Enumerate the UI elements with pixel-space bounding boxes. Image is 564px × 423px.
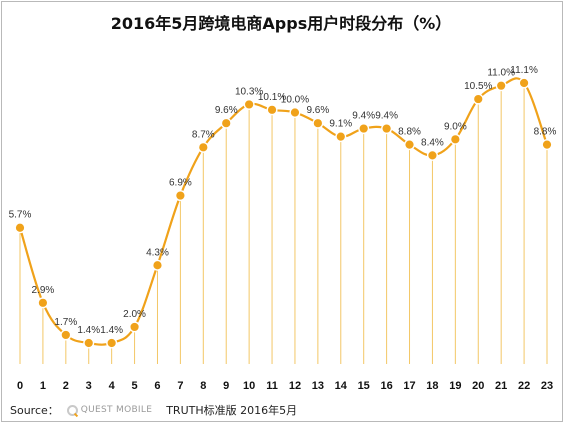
data-point-14 [335, 131, 347, 143]
x-tick-label-18: 18 [426, 380, 438, 392]
data-label-8: 8.7% [192, 129, 215, 140]
data-point-5 [129, 321, 141, 333]
x-tick-label-14: 14 [335, 380, 348, 392]
data-point-8 [197, 141, 209, 153]
x-tick-label-13: 13 [312, 380, 324, 392]
x-tick-label-0: 0 [17, 380, 23, 392]
data-label-19: 9.0% [444, 121, 467, 132]
data-label-12: 10.0% [281, 94, 309, 105]
data-point-20 [472, 93, 484, 105]
x-tick-label-6: 6 [154, 380, 160, 392]
data-label-17: 8.8% [398, 127, 421, 138]
data-label-21: 11.0% [487, 68, 515, 79]
data-point-10 [243, 98, 255, 110]
data-point-9 [220, 117, 232, 129]
source-logo-text: QUEST MOBILE [80, 405, 153, 415]
data-point-23 [541, 139, 553, 151]
data-label-3: 1.4% [77, 325, 100, 336]
x-tick-label-7: 7 [177, 380, 183, 392]
data-label-1: 2.9% [32, 285, 55, 296]
data-label-20: 10.5% [464, 81, 492, 92]
data-point-22 [518, 77, 530, 89]
data-label-5: 2.0% [123, 309, 146, 320]
x-tick-label-21: 21 [495, 380, 507, 392]
data-point-13 [312, 117, 324, 129]
data-label-0: 5.7% [9, 210, 32, 221]
x-tick-label-4: 4 [109, 380, 116, 392]
data-label-11: 10.1% [258, 92, 286, 103]
data-point-15 [358, 123, 370, 135]
quest-mobile-logo-icon [66, 404, 78, 416]
data-point-19 [449, 133, 461, 145]
x-tick-label-5: 5 [132, 380, 138, 392]
data-label-15: 9.4% [352, 111, 375, 122]
x-tick-label-8: 8 [200, 380, 206, 392]
data-point-0 [14, 222, 26, 234]
data-point-7 [174, 190, 186, 202]
data-point-1 [37, 297, 49, 309]
x-tick-label-17: 17 [403, 380, 415, 392]
x-tick-label-3: 3 [86, 380, 92, 392]
x-tick-label-11: 11 [266, 380, 278, 392]
data-point-6 [151, 259, 163, 271]
source-label: Source： [10, 404, 59, 417]
data-label-22: 11.1% [510, 65, 538, 76]
data-label-9: 9.6% [215, 105, 238, 116]
data-label-7: 6.9% [169, 178, 192, 189]
x-tick-label-12: 12 [289, 380, 301, 392]
data-point-2 [60, 329, 72, 341]
x-tick-label-10: 10 [243, 380, 255, 392]
source-note: TRUTH标准版 2016年5月 [166, 404, 298, 417]
data-label-10: 10.3% [235, 86, 263, 97]
data-point-21 [495, 80, 507, 92]
x-tick-label-16: 16 [380, 380, 392, 392]
data-label-4: 1.4% [100, 325, 123, 336]
data-label-2: 1.7% [54, 317, 77, 328]
x-tick-label-19: 19 [449, 380, 461, 392]
data-label-14: 9.1% [329, 119, 352, 130]
data-point-16 [381, 123, 393, 135]
data-label-6: 4.3% [146, 247, 169, 258]
x-tick-label-20: 20 [472, 380, 484, 392]
data-label-23: 8.8% [534, 127, 557, 138]
series-line [18, 77, 549, 346]
data-label-18: 8.4% [421, 137, 444, 148]
x-tick-label-2: 2 [63, 380, 69, 392]
data-label-13: 9.6% [306, 105, 329, 116]
x-tick-label-23: 23 [541, 380, 553, 392]
chart-title: 2016年5月跨境电商Apps用户时段分布（%） [110, 14, 452, 33]
data-point-12 [289, 106, 301, 118]
data-point-17 [404, 139, 416, 151]
data-point-3 [83, 337, 95, 349]
data-point-11 [266, 104, 278, 116]
x-tick-label-22: 22 [518, 380, 530, 392]
data-point-4 [106, 337, 118, 349]
data-label-16: 9.4% [375, 111, 398, 122]
x-tick-label-9: 9 [223, 380, 229, 392]
data-point-18 [426, 149, 438, 161]
source-footer: Source： QUEST MOBILE TRUTH标准版 2016年5月 [10, 402, 297, 418]
x-tick-label-1: 1 [40, 380, 46, 392]
x-tick-label-15: 15 [358, 380, 370, 392]
